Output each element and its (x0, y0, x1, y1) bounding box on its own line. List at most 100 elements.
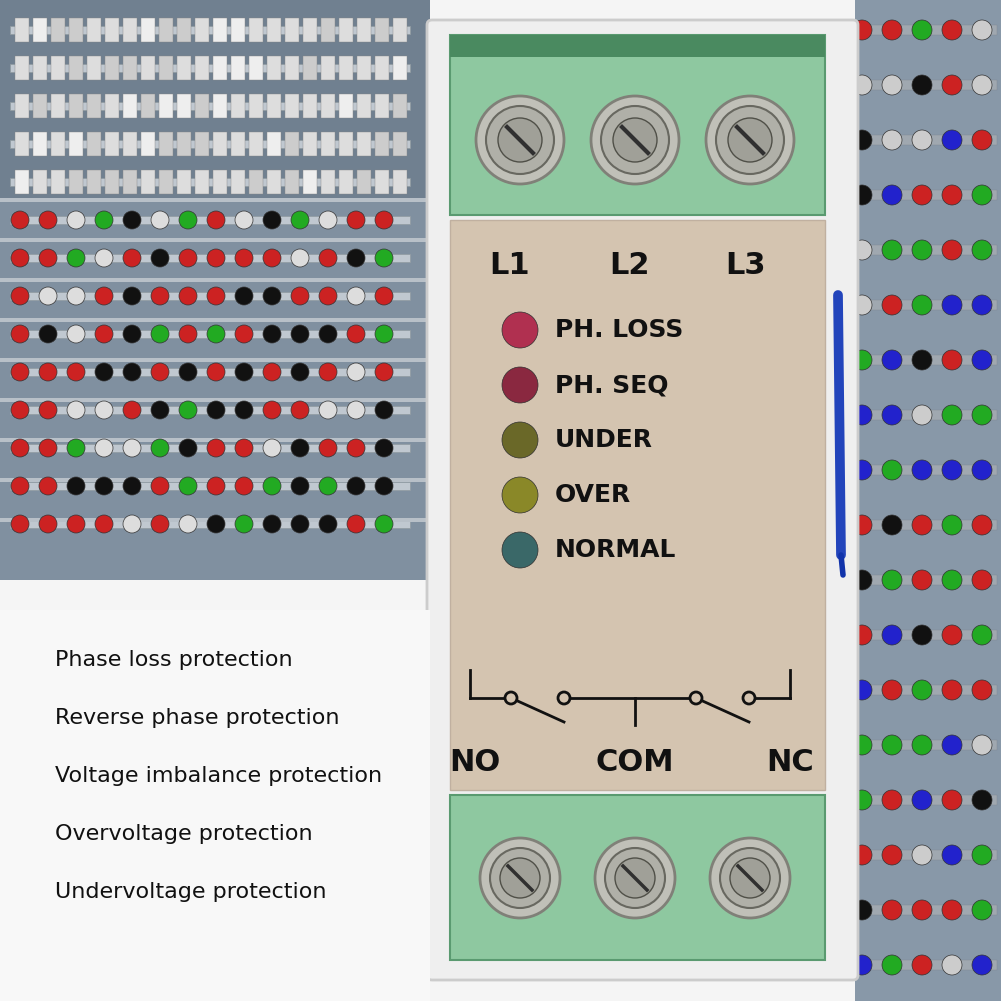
Circle shape (123, 439, 141, 457)
Circle shape (319, 515, 337, 533)
Bar (303, 132, 317, 156)
Circle shape (67, 439, 85, 457)
Bar (159, 18, 173, 42)
Circle shape (852, 405, 872, 425)
Text: L1: L1 (489, 250, 531, 279)
Bar (213, 132, 227, 156)
Circle shape (207, 477, 225, 495)
Circle shape (972, 845, 992, 865)
Bar (450, 35, 825, 57)
Circle shape (263, 477, 281, 495)
Circle shape (882, 75, 902, 95)
Circle shape (972, 350, 992, 370)
Circle shape (11, 477, 29, 495)
Bar (285, 56, 299, 80)
Circle shape (179, 249, 197, 267)
Bar (15, 132, 29, 156)
Circle shape (207, 325, 225, 343)
Circle shape (615, 858, 655, 898)
Circle shape (39, 325, 57, 343)
Bar (177, 170, 191, 194)
Circle shape (852, 460, 872, 480)
Circle shape (235, 211, 253, 229)
Bar (213, 18, 227, 42)
Bar (123, 18, 137, 42)
Circle shape (852, 185, 872, 205)
Circle shape (123, 401, 141, 419)
Bar (10, 406, 410, 414)
Circle shape (347, 401, 365, 419)
Bar (123, 170, 137, 194)
Bar (177, 132, 191, 156)
Circle shape (291, 401, 309, 419)
Bar (10, 292, 410, 300)
Bar (159, 132, 173, 156)
Bar (357, 94, 371, 118)
Circle shape (502, 312, 538, 348)
Circle shape (882, 20, 902, 40)
Circle shape (972, 295, 992, 315)
Circle shape (11, 515, 29, 533)
Circle shape (912, 515, 932, 535)
Bar (303, 56, 317, 80)
Bar (195, 132, 209, 156)
Circle shape (263, 211, 281, 229)
Bar (105, 56, 119, 80)
Circle shape (502, 422, 538, 458)
Circle shape (375, 287, 393, 305)
Circle shape (500, 858, 540, 898)
Bar (857, 960, 997, 970)
Circle shape (912, 240, 932, 260)
Text: NORMAL: NORMAL (555, 538, 677, 562)
Bar (393, 18, 407, 42)
Bar (0, 0, 430, 580)
Circle shape (882, 460, 902, 480)
Circle shape (852, 845, 872, 865)
Circle shape (882, 185, 902, 205)
Bar (15, 18, 29, 42)
Bar (123, 94, 137, 118)
Circle shape (151, 249, 169, 267)
Bar (267, 18, 281, 42)
Circle shape (67, 325, 85, 343)
Bar (105, 94, 119, 118)
Bar (321, 94, 335, 118)
Bar (303, 94, 317, 118)
Bar (249, 94, 263, 118)
Circle shape (263, 439, 281, 457)
Circle shape (11, 439, 29, 457)
Bar (231, 132, 245, 156)
Circle shape (972, 735, 992, 755)
Circle shape (882, 735, 902, 755)
Circle shape (235, 325, 253, 343)
Bar (231, 170, 245, 194)
Circle shape (319, 477, 337, 495)
Bar (105, 132, 119, 156)
Circle shape (595, 838, 675, 918)
Circle shape (912, 625, 932, 645)
Circle shape (375, 515, 393, 533)
Circle shape (972, 955, 992, 975)
Circle shape (67, 515, 85, 533)
Circle shape (207, 363, 225, 381)
Circle shape (263, 515, 281, 533)
Bar (267, 132, 281, 156)
Bar (339, 132, 353, 156)
Bar (177, 56, 191, 80)
Circle shape (558, 692, 570, 704)
Circle shape (882, 570, 902, 590)
Bar (393, 132, 407, 156)
Bar (141, 94, 155, 118)
Circle shape (690, 692, 702, 704)
Bar (375, 18, 389, 42)
Circle shape (207, 401, 225, 419)
Circle shape (291, 249, 309, 267)
Circle shape (972, 790, 992, 810)
Circle shape (235, 249, 253, 267)
Circle shape (95, 287, 113, 305)
Bar (857, 410, 997, 420)
Circle shape (123, 287, 141, 305)
Circle shape (291, 439, 309, 457)
Bar (857, 905, 997, 915)
Circle shape (912, 900, 932, 920)
